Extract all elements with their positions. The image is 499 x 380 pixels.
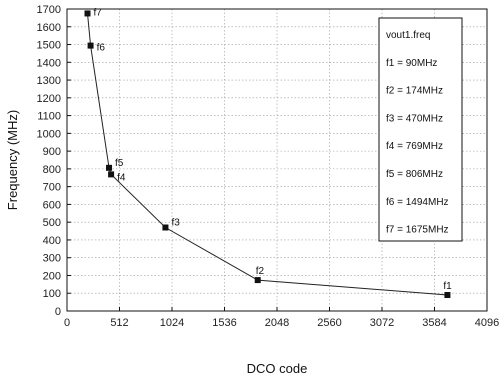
y-tick-label: 1400 [37, 57, 61, 69]
data-point-label: f1 [443, 281, 452, 292]
y-tick-label: 100 [43, 288, 61, 300]
y-tick-label: 0 [55, 306, 61, 318]
y-axis-ticks: 0 100 200 300 400 500 600 700 800 900 1000 1100 1200… [37, 4, 71, 318]
data-point-marker [108, 171, 115, 178]
legend-entry: f1 = 90MHz [386, 58, 437, 69]
x-tick-label: 2560 [317, 317, 341, 329]
y-tick-label: 1700 [37, 4, 61, 16]
y-tick-label: 1100 [37, 111, 61, 123]
x-tick-label: 1536 [212, 317, 236, 329]
x-axis-ticks: 0 512 1024 1536 2048 2560 3072 3584 4096 [64, 307, 499, 329]
y-tick-label: 600 [43, 199, 61, 211]
legend-entry: f7 = 1675MHz [386, 225, 449, 236]
legend-box [378, 17, 463, 242]
x-axis-label: DCO code [247, 361, 308, 376]
y-tick-label: 200 [43, 270, 61, 282]
x-tick-label: 2048 [265, 317, 289, 329]
y-tick-label: 800 [43, 164, 61, 176]
x-tick-label: 512 [110, 317, 128, 329]
legend-entry: f4 = 769MHz [386, 141, 443, 152]
data-point-label: f6 [97, 43, 106, 54]
data-point-marker [162, 224, 169, 231]
data-point-label: f4 [117, 172, 126, 183]
legend-title: vout1.freq [386, 30, 430, 41]
legend-entry: f2 = 174MHz [386, 86, 443, 97]
data-point-marker [84, 10, 91, 17]
data-point-marker [106, 164, 113, 171]
y-tick-label: 300 [43, 253, 61, 265]
data-point-marker [254, 277, 261, 284]
x-tick-label: 0 [64, 317, 70, 329]
data-points: f7 f6 f5 f4 f3 f2 f1 [84, 7, 452, 299]
y-axis-label: Frequency (MHz) [5, 110, 20, 210]
data-point-marker [444, 292, 451, 299]
y-tick-label: 1000 [37, 128, 61, 140]
y-tick-label: 1600 [37, 22, 61, 34]
x-tick-label: 3584 [422, 317, 446, 329]
data-point-label: f7 [94, 7, 103, 18]
y-tick-label: 1300 [37, 75, 61, 87]
legend-entry: f3 = 470MHz [386, 113, 443, 124]
y-tick-label: 400 [43, 235, 61, 247]
data-point-label: f2 [256, 266, 265, 277]
x-tick-label: 4096 [475, 317, 499, 329]
legend: vout1.freq f1 = 90MHz f2 = 174MHz f3 = 470M… [378, 17, 463, 242]
data-point-marker [87, 42, 94, 49]
y-tick-label: 1200 [37, 93, 61, 105]
x-tick-label: 3072 [370, 317, 394, 329]
y-tick-label: 700 [43, 182, 61, 194]
legend-entry: f6 = 1494MHz [386, 197, 449, 208]
data-point-label: f5 [115, 158, 124, 169]
legend-entry: f5 = 806MHz [386, 169, 443, 180]
data-point-label: f3 [171, 218, 180, 229]
y-tick-label: 500 [43, 217, 61, 229]
y-tick-label: 900 [43, 146, 61, 158]
x-tick-label: 1024 [160, 317, 184, 329]
y-tick-label: 1500 [37, 40, 61, 52]
